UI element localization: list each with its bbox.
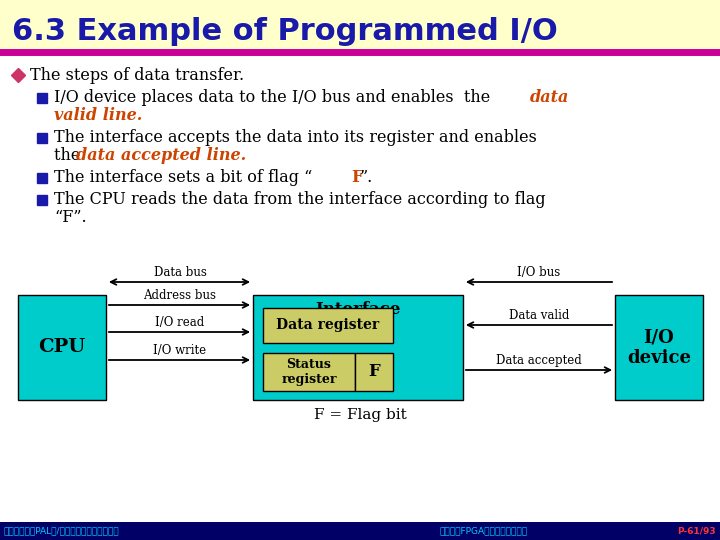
Bar xyxy=(263,353,355,391)
Bar xyxy=(0,0,720,52)
Text: F: F xyxy=(351,170,362,186)
Text: Status
register: Status register xyxy=(282,358,337,386)
Text: 教育部題目室PAL型/系統型專案經費整合計畫: 教育部題目室PAL型/系統型專案經費整合計畫 xyxy=(4,526,120,536)
Text: The steps of data transfer.: The steps of data transfer. xyxy=(30,66,244,84)
Bar xyxy=(355,353,393,391)
Text: I/O
device: I/O device xyxy=(627,328,691,367)
Text: Data valid: Data valid xyxy=(509,309,570,322)
Text: I/O bus: I/O bus xyxy=(518,266,561,279)
Text: Data register: Data register xyxy=(276,319,379,333)
Text: F = Flag bit: F = Flag bit xyxy=(314,408,406,422)
Text: F: F xyxy=(368,363,380,381)
Text: The CPU reads the data from the interface according to flag: The CPU reads the data from the interfac… xyxy=(54,192,546,208)
Bar xyxy=(253,295,463,400)
Text: ”.: ”. xyxy=(360,170,373,186)
Text: 第六章：FPGA高級數位介面設計: 第六章：FPGA高級數位介面設計 xyxy=(440,526,528,536)
Text: Address bus: Address bus xyxy=(143,289,217,302)
Text: CPU: CPU xyxy=(38,339,86,356)
Text: Interface: Interface xyxy=(315,300,401,318)
Text: The interface sets a bit of flag “: The interface sets a bit of flag “ xyxy=(54,170,312,186)
Text: Data bus: Data bus xyxy=(153,266,207,279)
Text: data accepted line.: data accepted line. xyxy=(76,147,246,165)
Text: the: the xyxy=(54,147,86,165)
Bar xyxy=(18,295,106,400)
Text: “F”.: “F”. xyxy=(54,210,86,226)
Text: data: data xyxy=(530,90,570,106)
Bar xyxy=(263,308,393,343)
Text: valid line.: valid line. xyxy=(54,107,143,125)
Text: The interface accepts the data into its register and enables: The interface accepts the data into its … xyxy=(54,130,537,146)
Bar xyxy=(0,522,720,540)
Text: I/O write: I/O write xyxy=(153,344,207,357)
Text: 6.3 Example of Programmed I/O: 6.3 Example of Programmed I/O xyxy=(12,17,558,46)
Text: Data accepted: Data accepted xyxy=(496,354,582,367)
Bar xyxy=(615,295,703,400)
Text: I/O read: I/O read xyxy=(156,316,204,329)
Text: P-61/93: P-61/93 xyxy=(678,526,716,536)
Text: I/O device places data to the I/O bus and enables  the: I/O device places data to the I/O bus an… xyxy=(54,90,495,106)
